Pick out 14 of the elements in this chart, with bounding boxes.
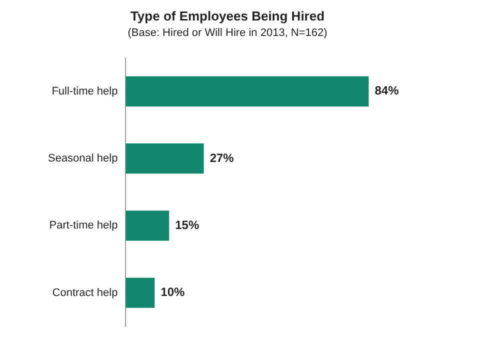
- y-tick-label: Full-time help: [52, 85, 118, 98]
- data-label: 15%: [175, 218, 200, 232]
- data-label: 27%: [210, 150, 234, 165]
- y-tick-label: Contract help: [52, 286, 118, 299]
- bar: [126, 278, 155, 308]
- data-label: 10%: [160, 285, 185, 300]
- bar: [126, 210, 170, 241]
- bar: [126, 143, 204, 174]
- bar: [126, 76, 369, 106]
- chart-title: Type of Employees Being Hired: [130, 8, 325, 24]
- y-tick-label: Seasonal help: [48, 152, 118, 165]
- chart-subtitle: (Base: Hired or Will Hire in 2013, N=162): [128, 27, 328, 40]
- data-label: 84%: [374, 84, 400, 98]
- y-tick-label: Part-time help: [49, 220, 118, 232]
